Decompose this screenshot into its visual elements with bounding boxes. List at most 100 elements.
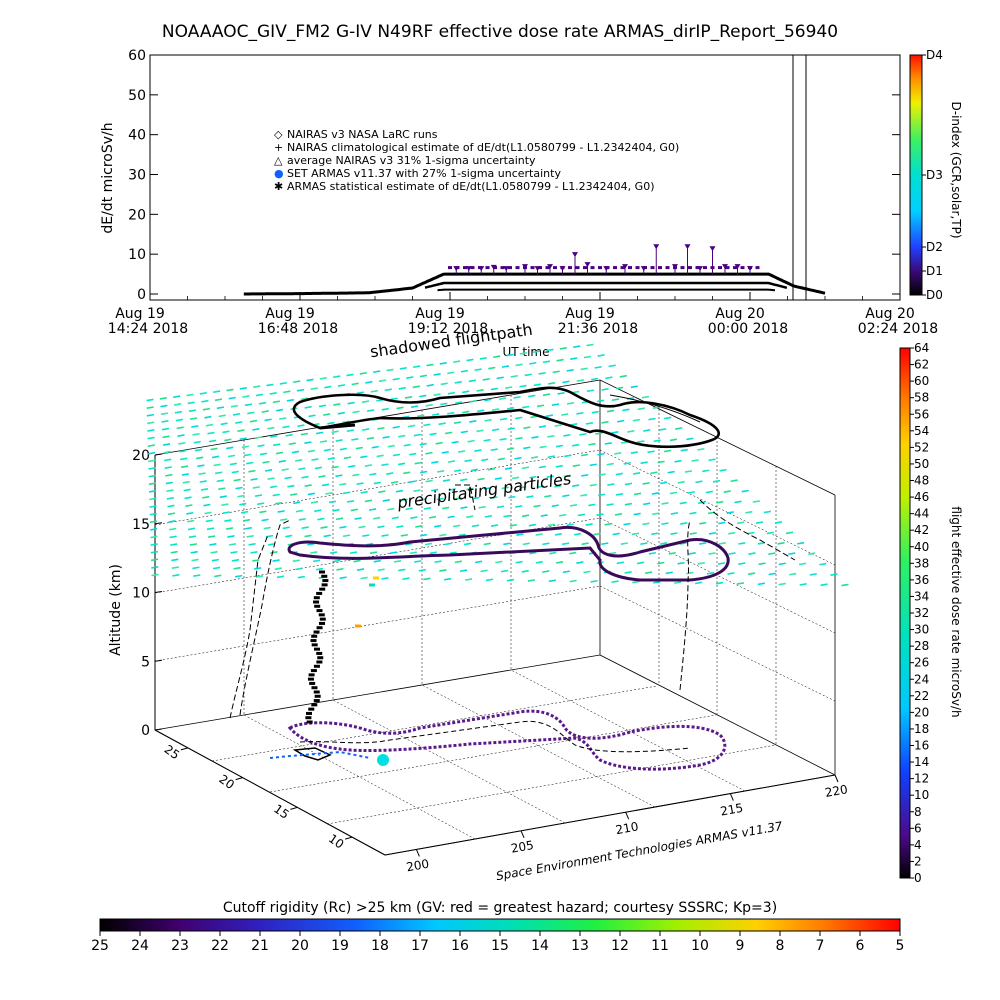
particle-mark bbox=[369, 551, 378, 555]
particle-mark bbox=[285, 433, 293, 437]
particle-mark bbox=[612, 532, 620, 536]
particle-mark bbox=[552, 370, 560, 374]
particle-mark bbox=[168, 520, 176, 523]
x-tick-time: 21:36 2018 bbox=[558, 321, 638, 337]
particle-mark bbox=[418, 498, 426, 501]
particle-mark bbox=[809, 572, 817, 576]
particle-mark bbox=[830, 573, 838, 576]
particle-mark bbox=[325, 491, 333, 495]
particle-mark bbox=[431, 488, 439, 492]
dose-tick-label: 42 bbox=[914, 523, 929, 537]
particle-mark bbox=[323, 413, 331, 416]
particle-mark bbox=[496, 376, 504, 380]
particle-mark bbox=[239, 437, 247, 441]
particle-mark bbox=[569, 579, 577, 583]
dose-tick-label: 32 bbox=[914, 606, 929, 620]
particle-mark bbox=[282, 425, 290, 429]
particle-mark bbox=[562, 570, 571, 574]
particle-mark bbox=[528, 523, 536, 527]
particle-mark bbox=[462, 390, 470, 394]
particle-mark bbox=[184, 496, 192, 500]
particle-mark bbox=[554, 424, 562, 427]
dose-tick-label: 28 bbox=[914, 639, 929, 653]
particle-mark bbox=[485, 578, 494, 582]
particle-mark bbox=[738, 562, 746, 565]
alt-tick-mark bbox=[154, 591, 163, 593]
particle-mark bbox=[204, 415, 212, 419]
particle-mark bbox=[606, 462, 614, 466]
particle-mark bbox=[524, 373, 532, 377]
particle-mark bbox=[529, 361, 537, 365]
particle-mark bbox=[419, 374, 428, 378]
particle-mark bbox=[230, 404, 239, 408]
particle-mark bbox=[272, 400, 280, 404]
particle-mark bbox=[510, 374, 518, 378]
particle-mark bbox=[235, 574, 243, 578]
particle-mark bbox=[168, 527, 177, 531]
particle-mark bbox=[366, 436, 375, 440]
climatology-line bbox=[243, 272, 826, 296]
particle-mark bbox=[164, 458, 172, 462]
particle-mark bbox=[535, 533, 543, 536]
particle-mark bbox=[295, 567, 303, 571]
dose-marker bbox=[493, 266, 497, 270]
dose-tick-label: 0 bbox=[914, 871, 922, 885]
particle-mark bbox=[246, 534, 254, 538]
particle-mark bbox=[484, 398, 492, 402]
particle-mark bbox=[474, 368, 482, 372]
particle-mark bbox=[205, 423, 214, 427]
particle-mark bbox=[670, 532, 678, 535]
ascent-dot bbox=[319, 617, 326, 621]
particle-mark bbox=[352, 473, 360, 477]
timeseries-title: NOAAAOC_GIV_FM2 G-IV N49RF effective dos… bbox=[162, 22, 838, 42]
dose-tick-label: 44 bbox=[914, 507, 929, 521]
particle-mark bbox=[350, 508, 358, 512]
particle-mark bbox=[606, 503, 614, 506]
particle-mark bbox=[362, 534, 370, 537]
particle-mark bbox=[327, 457, 335, 461]
particle-mark bbox=[226, 388, 234, 392]
particle-mark bbox=[387, 507, 395, 511]
dose-marker bbox=[500, 266, 505, 270]
particle-mark bbox=[419, 442, 427, 446]
particle-mark bbox=[598, 493, 606, 497]
y-tick-label: 0 bbox=[137, 287, 146, 303]
particle-mark bbox=[648, 417, 656, 421]
d-tick-label: D2 bbox=[926, 240, 943, 254]
particle-mark bbox=[506, 406, 515, 410]
particle-mark bbox=[562, 494, 570, 498]
particle-mark bbox=[509, 523, 518, 527]
particle-mark bbox=[645, 571, 653, 574]
particle-mark bbox=[521, 405, 530, 409]
particle-mark bbox=[257, 502, 265, 506]
particle-mark bbox=[460, 506, 468, 510]
particle-mark bbox=[777, 541, 785, 545]
particle-mark bbox=[434, 560, 442, 564]
lat-tick-mark bbox=[180, 747, 188, 751]
ascent-dose-points bbox=[305, 570, 379, 724]
particle-mark bbox=[493, 355, 501, 359]
particle-mark bbox=[686, 437, 694, 441]
particle-mark bbox=[747, 531, 755, 535]
particle-mark bbox=[275, 408, 284, 412]
particle-mark bbox=[208, 535, 216, 538]
legend-symbol: △ bbox=[274, 154, 283, 167]
particle-mark bbox=[311, 458, 319, 461]
particle-mark bbox=[297, 424, 305, 428]
particle-mark bbox=[632, 472, 641, 475]
cutoff-tick-label: 6 bbox=[856, 938, 865, 954]
particle-mark bbox=[533, 350, 541, 354]
particle-mark bbox=[494, 477, 502, 480]
particle-mark bbox=[458, 533, 466, 537]
particle-mark bbox=[665, 571, 673, 575]
timeseries-panel: NOAAAOC_GIV_FM2 G-IV N49RF effective dos… bbox=[100, 22, 963, 359]
particle-mark bbox=[191, 558, 199, 562]
alt-tick-label: 5 bbox=[141, 654, 150, 670]
particle-mark bbox=[447, 515, 455, 519]
particle-mark bbox=[611, 398, 620, 402]
particle-mark bbox=[328, 500, 337, 504]
particle-mark bbox=[377, 568, 385, 572]
particle-mark bbox=[264, 418, 272, 422]
box-gridlines bbox=[154, 395, 836, 840]
particle-mark bbox=[181, 473, 190, 476]
